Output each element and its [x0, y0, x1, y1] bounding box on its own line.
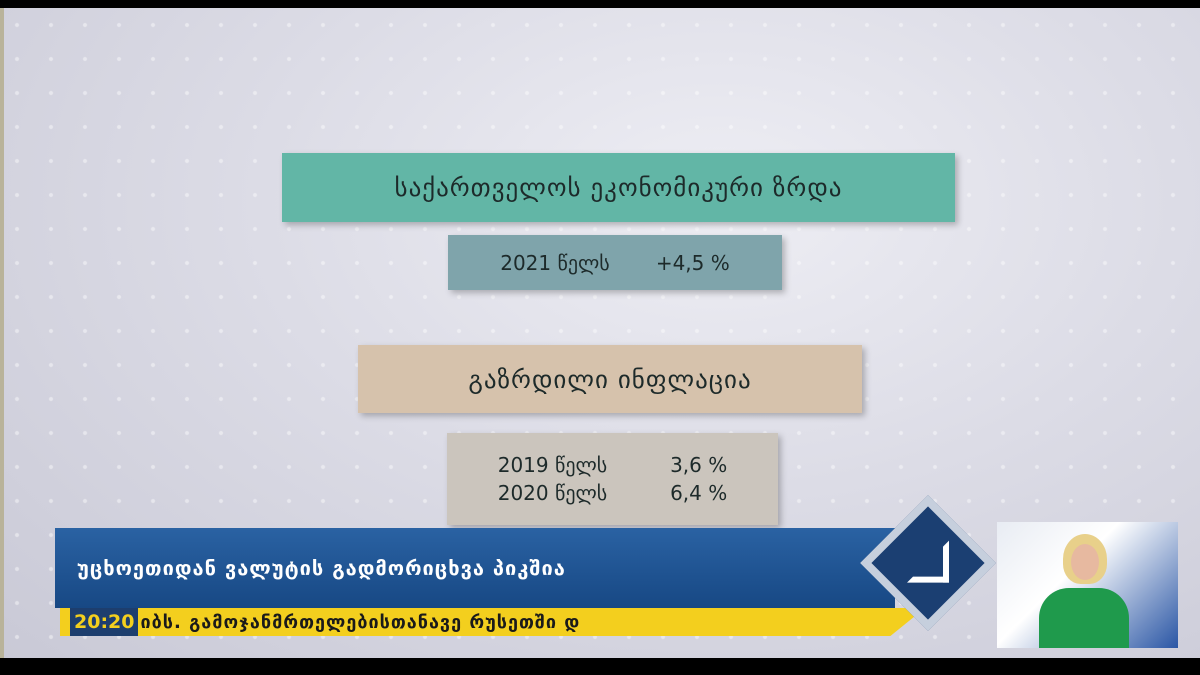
interpreter-face [1071, 544, 1099, 580]
inflation-title: გაზრდილი ინფლაცია [468, 364, 752, 394]
interpreter [1039, 534, 1129, 648]
clock: 20:20 [70, 608, 139, 636]
tv-screen: საქართველოს ეკონომიკური ზრდა 2021 წელს +… [0, 8, 1200, 658]
inflation-value: 6,4 % [670, 481, 728, 505]
screen-edge [0, 8, 4, 658]
inflation-values-box: 2019 წელს 3,6 % 2020 წელს 6,4 % [447, 433, 778, 525]
logo-mark [907, 540, 949, 583]
growth-title: საქართველოს ეკონომიკური ზრდა [394, 173, 843, 202]
growth-value-box: 2021 წელს +4,5 % [448, 235, 782, 290]
inflation-year: 2019 წელს [497, 453, 608, 477]
sign-language-interpreter-video [997, 522, 1178, 648]
news-ticker: 20:20 იბს. გამოჯანმრთელებისთანავე რუსეთშ… [60, 608, 925, 636]
lower-third-bar: უცხოეთიდან ვალუტის გადმორიცხვა პიკშია [55, 528, 895, 608]
headline: უცხოეთიდან ვალუტის გადმორიცხვა პიკშია [77, 556, 566, 580]
growth-row: 2021 წელს +4,5 % [500, 251, 730, 275]
inflation-row: 2020 წელს 6,4 % [498, 481, 728, 505]
interpreter-dress [1039, 588, 1129, 648]
growth-year: 2021 წელს [500, 250, 610, 275]
growth-title-box: საქართველოს ეკონომიკური ზრდა [282, 153, 955, 222]
inflation-row: 2019 წელს 3,6 % [498, 453, 728, 477]
inflation-value: 3,6 % [670, 453, 728, 477]
growth-value: +4,5 % [655, 250, 730, 275]
inflation-title-box: გაზრდილი ინფლაცია [358, 345, 862, 413]
inflation-year: 2020 წელს [497, 481, 608, 505]
ticker-text: იბს. გამოჯანმრთელებისთანავე რუსეთში დ [140, 611, 581, 633]
